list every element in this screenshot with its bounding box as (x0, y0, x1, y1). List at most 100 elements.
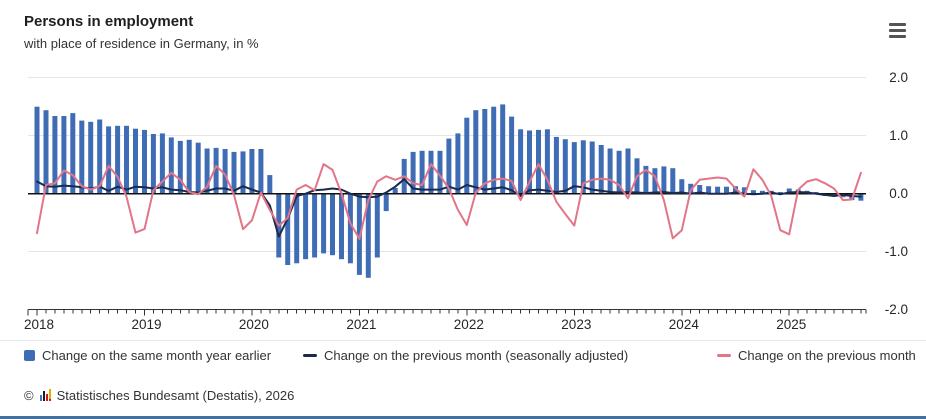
legend-label: Change on the previous month (738, 347, 916, 363)
bar (34, 106, 40, 194)
destatis-bars-icon (39, 389, 51, 401)
bar (464, 117, 470, 194)
bar (312, 193, 318, 258)
bar (195, 142, 201, 194)
bar (258, 149, 264, 194)
bar (204, 148, 210, 194)
bar (428, 150, 434, 194)
bar (544, 129, 550, 194)
bar (419, 150, 425, 194)
bar (697, 185, 703, 194)
bar (437, 150, 443, 194)
legend-marker-line (717, 353, 731, 357)
legend-item-prev-month-sa[interactable]: Change on the previous month (seasonally… (303, 346, 628, 364)
bar (374, 193, 380, 258)
y-tick-label: 2.0 (889, 70, 908, 85)
bar-series-year-earlier (34, 104, 864, 278)
bar (347, 193, 353, 264)
page-subtitle: with place of residence in Germany, in % (24, 36, 259, 51)
bar (777, 192, 783, 194)
bar (106, 126, 112, 194)
legend-divider (0, 340, 926, 341)
bar (750, 190, 756, 194)
bar (446, 138, 452, 194)
bar (321, 193, 327, 254)
bar (715, 186, 721, 194)
bar (580, 140, 586, 194)
bar (79, 120, 85, 194)
source-note: © Statistisches Bundesamt (Destatis), 20… (24, 388, 294, 403)
bar (222, 149, 228, 194)
bar (330, 193, 335, 256)
legend-item-prev-month[interactable]: Change on the previous month (717, 346, 916, 364)
bar (177, 140, 183, 194)
bar (115, 125, 121, 194)
legend-marker-line-sa (303, 353, 317, 357)
bar (43, 110, 49, 194)
bar (661, 166, 667, 194)
y-tick-label: -2.0 (885, 302, 908, 317)
year-label: 2018 (24, 317, 54, 332)
bar (186, 139, 192, 194)
bar (536, 129, 541, 194)
y-tick-label: 1.0 (889, 128, 908, 143)
bar (142, 129, 147, 194)
line-series-previous-month (36, 163, 862, 240)
bar (589, 141, 595, 194)
bar (786, 188, 792, 194)
bar (133, 128, 138, 194)
bar (159, 133, 165, 194)
y-tick-label: 0.0 (889, 186, 908, 201)
bar (598, 145, 604, 194)
bar (482, 109, 488, 194)
bar (571, 142, 577, 194)
legend-item-year-earlier[interactable]: Change on the same month year earlier (24, 346, 271, 364)
bar (706, 186, 712, 194)
legend-marker-bar (24, 349, 35, 361)
legend-label: Change on the previous month (seasonally… (324, 347, 629, 363)
bar (491, 106, 497, 194)
gridlines (28, 77, 866, 253)
bar (562, 139, 568, 194)
bar (365, 193, 371, 278)
bar (267, 175, 273, 194)
bar (527, 130, 532, 194)
bar (616, 150, 622, 194)
bar (97, 119, 103, 194)
bar (643, 165, 649, 194)
legend-label: Change on the same month year earlier (42, 347, 272, 363)
bar (303, 193, 309, 260)
bar (213, 147, 219, 194)
bar (553, 136, 559, 194)
y-axis-labels: 2.0 1.0 0.0 -1.0 -2.0 (885, 70, 908, 317)
source-text: Statistisches Bundesamt (Destatis), 2026 (56, 388, 295, 403)
year-label: 2025 (776, 317, 806, 332)
bar (733, 186, 738, 194)
bar (70, 113, 76, 194)
year-label: 2024 (669, 317, 700, 332)
line-series-seasonally-adjusted (36, 178, 862, 238)
bar (383, 193, 389, 212)
bar (518, 129, 524, 194)
y-tick-label: -1.0 (885, 244, 908, 259)
bar (652, 168, 658, 194)
page-title: Persons in employment (24, 13, 194, 30)
bar (607, 148, 613, 194)
bar (231, 151, 237, 194)
chart-legend: Change on the same month year earlier Ch… (0, 346, 926, 366)
bar (339, 193, 344, 260)
bar (356, 193, 362, 275)
bar (392, 187, 398, 194)
bar (52, 116, 58, 194)
bar (150, 134, 156, 194)
bottom-accent-border (0, 416, 926, 419)
x-axis-labels: 2018 2019 2020 2021 2022 2023 2024 2025 (24, 317, 806, 332)
bar (294, 193, 300, 264)
year-label: 2020 (239, 317, 269, 332)
chart-canvas: 2.0 1.0 0.0 -1.0 -2.0 2018 2019 2020 2021 2022 202… (24, 70, 908, 332)
hamburger-menu-icon[interactable] (886, 20, 908, 40)
year-label: 2022 (454, 317, 484, 332)
x-axis (27, 309, 867, 316)
year-label: 2021 (346, 317, 376, 332)
